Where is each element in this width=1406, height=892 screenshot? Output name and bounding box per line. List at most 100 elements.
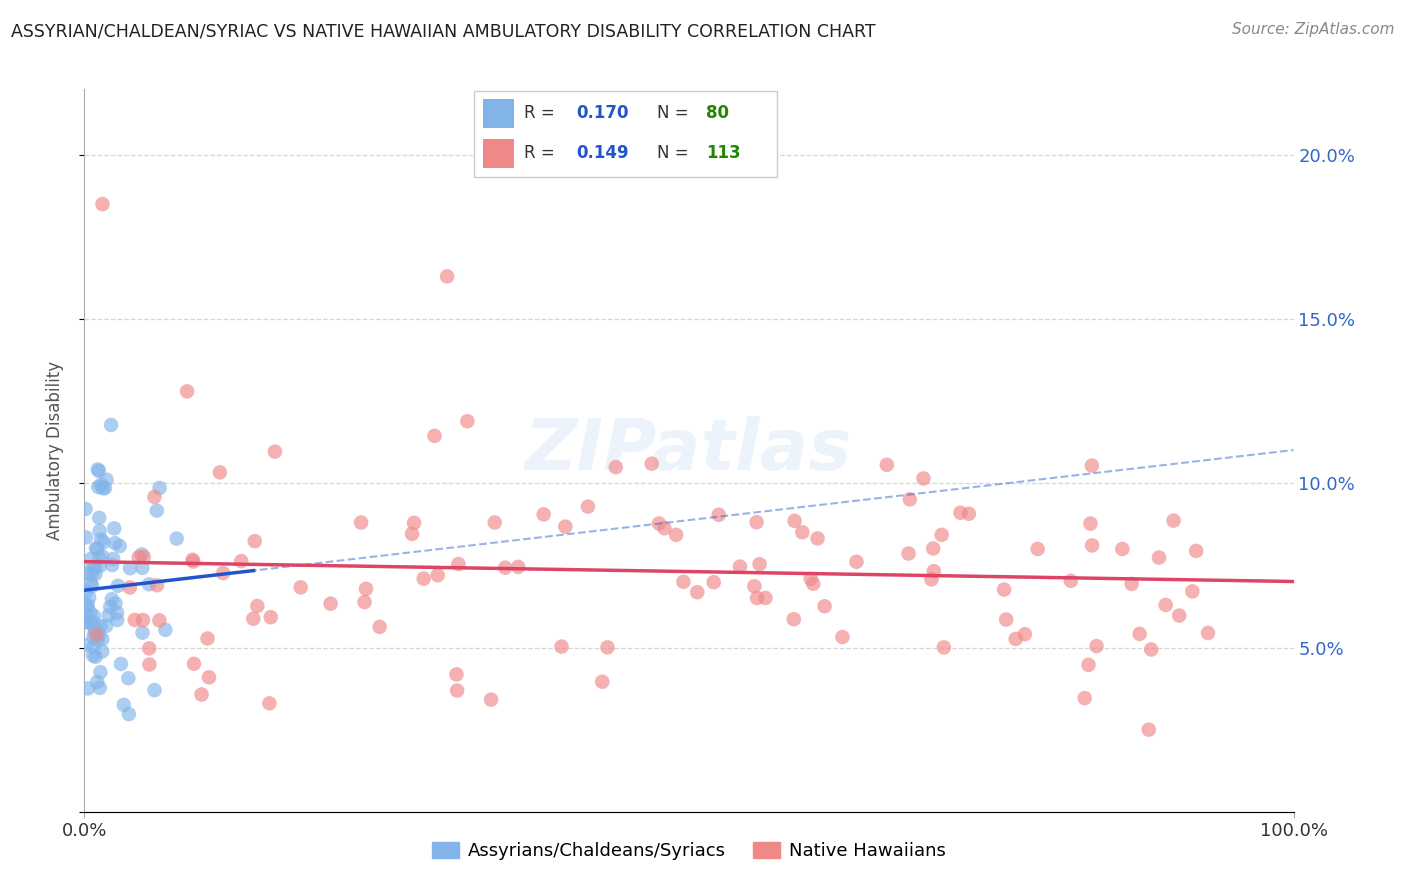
Point [91,481,114,495]
Point [754,591,776,605]
Point [107,579,129,593]
Point [112,698,135,712]
Point [80,576,103,591]
Point [84,566,107,581]
Point [806,532,828,546]
Point [143,490,166,504]
Point [91,197,114,211]
Text: ASSYRIAN/CHALDEAN/SYRIAC VS NATIVE HAWAIIAN AMBULATORY DISABILITY CORRELATION CH: ASSYRIAN/CHALDEAN/SYRIAC VS NATIVE HAWAI… [11,22,876,40]
Point [993,582,1015,597]
Point [264,444,287,458]
Point [686,585,709,599]
Point [198,670,221,684]
Text: R =: R = [523,145,560,162]
Point [1154,598,1177,612]
Point [90,533,112,547]
Point [922,541,945,556]
Point [76,566,98,581]
Point [554,519,576,533]
Point [75,530,97,544]
Point [1147,550,1170,565]
Point [1185,544,1208,558]
Point [995,613,1018,627]
Point [101,552,124,566]
Point [83,625,105,640]
Y-axis label: Ambulatory Disability: Ambulatory Disability [45,361,63,540]
Point [745,515,768,529]
Point [128,550,150,565]
Point [91,644,114,658]
Point [412,572,434,586]
Point [707,508,730,522]
Point [401,526,423,541]
Point [1163,514,1185,528]
Point [86,628,108,642]
Point [87,462,110,476]
Point [98,599,121,614]
Point [350,516,373,530]
Point [831,630,853,644]
Point [640,457,662,471]
Point [290,580,312,594]
Point [576,500,599,514]
Point [131,548,153,562]
Point [75,502,97,516]
Point [181,553,204,567]
Point [446,667,468,681]
Point [97,608,120,623]
Text: 80: 80 [706,104,730,122]
Point [103,521,125,535]
Point [104,596,127,610]
Point [82,560,104,574]
Point [1140,642,1163,657]
Point [108,539,131,553]
Point [82,615,104,630]
Point [1080,516,1102,531]
Point [132,613,155,627]
Point [110,657,132,671]
Point [1121,577,1143,591]
Point [82,579,104,593]
Point [104,536,127,550]
Point [83,608,105,623]
Point [75,585,97,599]
Point [118,707,141,722]
Point [922,564,945,578]
Point [105,606,128,620]
Point [87,480,110,494]
Point [1137,723,1160,737]
Point [436,269,458,284]
Point [94,481,117,495]
Point [82,648,104,663]
Point [93,535,115,549]
Point [402,516,425,530]
Point [1004,632,1026,646]
Point [353,595,375,609]
Point [591,674,613,689]
Point [484,516,506,530]
Point [100,417,122,432]
Point [426,568,449,582]
Point [101,592,124,607]
Point [665,528,688,542]
Point [90,478,112,492]
Point [197,632,219,646]
Point [596,640,619,655]
Point [912,471,935,485]
Point [86,541,108,556]
Point [89,511,111,525]
Text: N =: N = [657,145,693,162]
Point [76,599,98,613]
Point [155,623,177,637]
Point [101,558,124,572]
Point [354,582,377,596]
Point [920,572,942,586]
Point [260,610,283,624]
Point [96,473,118,487]
Point [605,460,627,475]
Point [181,555,204,569]
Point [75,638,97,652]
Text: 0.170: 0.170 [576,104,628,122]
Point [212,566,235,580]
Point [876,458,898,472]
